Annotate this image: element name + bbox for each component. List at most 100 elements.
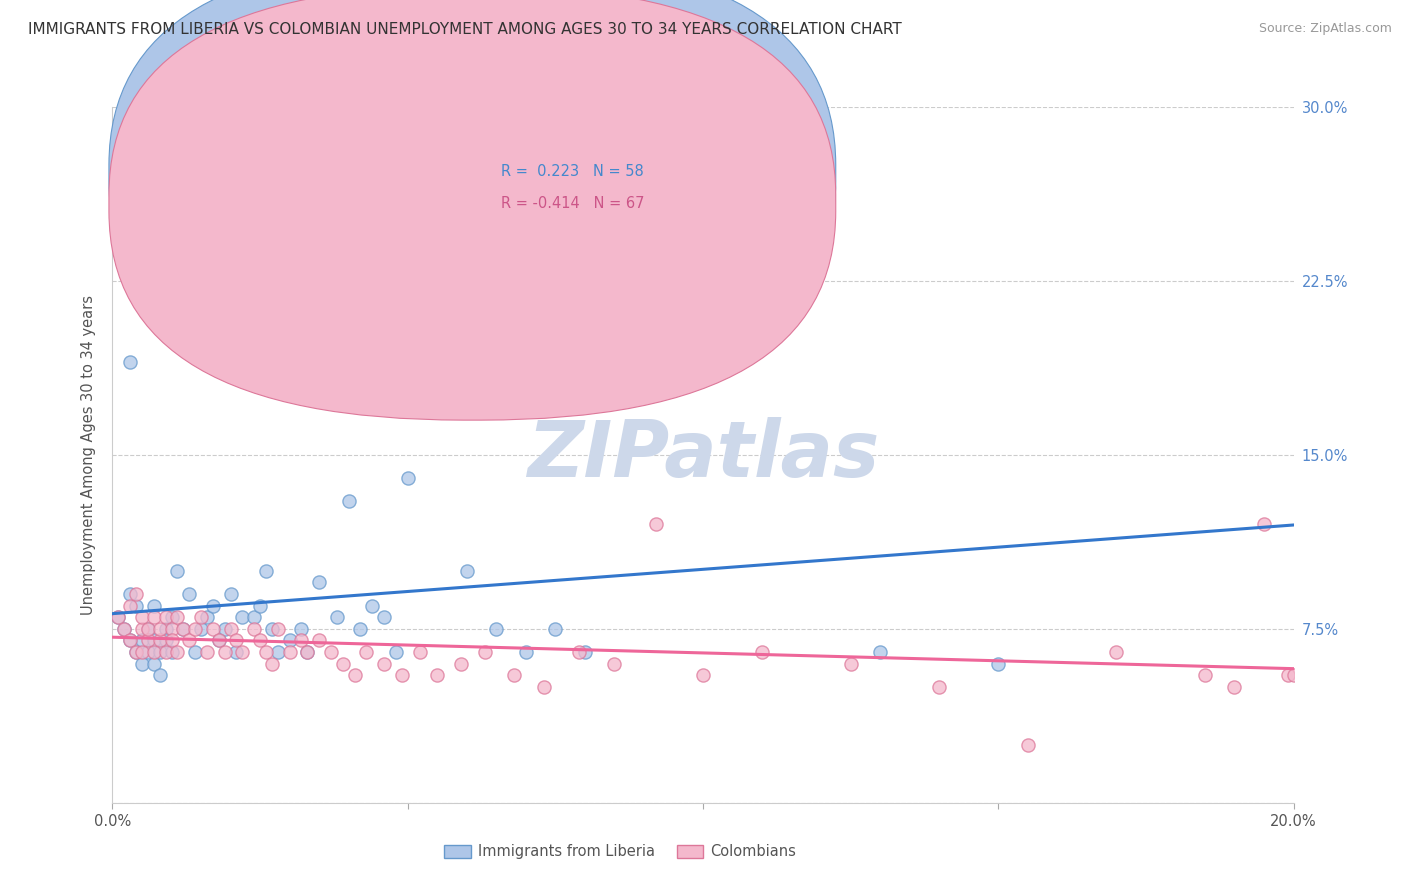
Point: [391, 668, 413, 682]
Point: [120, 355, 142, 369]
Point: [1277, 668, 1299, 682]
Point: [260, 622, 283, 636]
Point: [533, 680, 555, 694]
Point: [290, 633, 312, 648]
Point: [231, 645, 253, 659]
Point: [107, 610, 129, 624]
Point: [149, 633, 172, 648]
Point: [297, 645, 319, 659]
Point: [160, 610, 183, 624]
Point: [603, 657, 626, 671]
Point: [120, 633, 142, 648]
Point: [1223, 680, 1246, 694]
Point: [254, 564, 277, 578]
Text: ZIPatlas: ZIPatlas: [527, 417, 879, 493]
Point: [179, 587, 201, 601]
Point: [125, 285, 148, 300]
Point: [692, 146, 714, 161]
Point: [385, 645, 408, 659]
Point: [142, 633, 165, 648]
Point: [1017, 738, 1039, 752]
Point: [544, 622, 567, 636]
Point: [243, 622, 266, 636]
Point: [125, 599, 148, 613]
Point: [131, 657, 153, 671]
Point: [308, 575, 330, 590]
Point: [426, 378, 449, 392]
Point: [1194, 668, 1216, 682]
Point: [184, 622, 207, 636]
Point: [332, 657, 354, 671]
Point: [225, 645, 247, 659]
Point: [179, 633, 201, 648]
Point: [515, 645, 537, 659]
Point: [160, 633, 183, 648]
Point: [155, 633, 177, 648]
Point: [426, 668, 449, 682]
Point: [231, 610, 253, 624]
Point: [373, 657, 395, 671]
Point: [125, 587, 148, 601]
Point: [485, 622, 508, 636]
Point: [136, 622, 159, 636]
Point: [131, 645, 153, 659]
FancyBboxPatch shape: [108, 0, 835, 420]
Point: [131, 622, 153, 636]
Point: [308, 633, 330, 648]
Point: [107, 610, 129, 624]
Point: [1105, 645, 1128, 659]
Point: [142, 599, 165, 613]
Point: [249, 633, 271, 648]
Point: [349, 622, 371, 636]
Point: [208, 633, 231, 648]
Point: [1282, 668, 1305, 682]
Point: [396, 471, 419, 485]
Point: [120, 587, 142, 601]
FancyBboxPatch shape: [437, 145, 815, 243]
Point: [692, 668, 714, 682]
Point: [155, 610, 177, 624]
Point: [155, 622, 177, 636]
Point: [869, 645, 891, 659]
Point: [839, 657, 862, 671]
Point: [155, 645, 177, 659]
Point: [260, 657, 283, 671]
Point: [254, 645, 277, 659]
Point: [219, 622, 242, 636]
Point: [142, 645, 165, 659]
Point: [219, 587, 242, 601]
Point: [142, 657, 165, 671]
Point: [112, 622, 135, 636]
Point: [149, 645, 172, 659]
Point: [249, 599, 271, 613]
Point: [503, 668, 526, 682]
Point: [644, 517, 666, 532]
Point: [928, 680, 950, 694]
Point: [456, 564, 478, 578]
Point: [290, 622, 312, 636]
Point: [267, 645, 290, 659]
Point: [343, 668, 366, 682]
Point: [568, 645, 591, 659]
Text: Source: ZipAtlas.com: Source: ZipAtlas.com: [1258, 22, 1392, 36]
Point: [208, 633, 231, 648]
Point: [190, 610, 212, 624]
Point: [160, 645, 183, 659]
Point: [408, 645, 430, 659]
Point: [326, 610, 349, 624]
Point: [201, 599, 224, 613]
Point: [1253, 517, 1275, 532]
Point: [112, 622, 135, 636]
Point: [267, 622, 290, 636]
Point: [149, 622, 172, 636]
Point: [373, 610, 395, 624]
Point: [160, 622, 183, 636]
Point: [120, 633, 142, 648]
Point: [149, 668, 172, 682]
Point: [125, 645, 148, 659]
Text: R =  0.223   N = 58: R = 0.223 N = 58: [501, 164, 644, 179]
Point: [131, 633, 153, 648]
Point: [195, 610, 218, 624]
Point: [337, 494, 360, 508]
Point: [243, 610, 266, 624]
